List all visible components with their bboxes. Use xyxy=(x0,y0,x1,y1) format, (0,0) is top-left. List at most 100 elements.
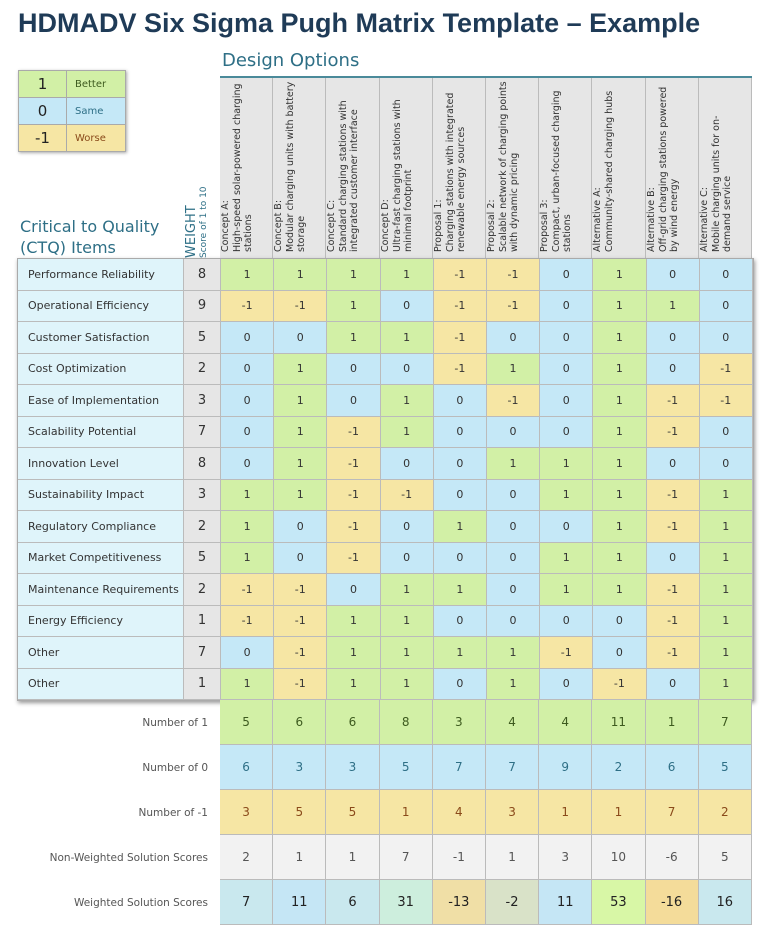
weight-cell[interactable]: 7 xyxy=(184,416,221,448)
score-cell[interactable]: 1 xyxy=(593,574,647,606)
score-cell[interactable]: 0 xyxy=(540,259,594,291)
score-cell[interactable]: 1 xyxy=(221,511,275,543)
score-cell[interactable]: 0 xyxy=(221,385,275,417)
score-cell[interactable]: 0 xyxy=(646,259,700,291)
weight-cell[interactable]: 5 xyxy=(184,322,221,354)
score-cell[interactable]: -1 xyxy=(327,479,381,511)
score-cell[interactable]: 1 xyxy=(593,416,647,448)
score-cell[interactable]: 1 xyxy=(593,385,647,417)
score-cell[interactable]: 1 xyxy=(593,259,647,291)
score-cell[interactable]: 1 xyxy=(380,637,434,669)
score-cell[interactable]: -1 xyxy=(646,416,700,448)
score-cell[interactable]: 1 xyxy=(593,322,647,354)
score-cell[interactable]: -1 xyxy=(433,290,487,322)
score-cell[interactable]: 1 xyxy=(221,259,275,291)
weight-cell[interactable]: 3 xyxy=(184,385,221,417)
score-cell[interactable]: 1 xyxy=(380,668,434,700)
score-cell[interactable]: 0 xyxy=(486,416,541,448)
score-cell[interactable]: 0 xyxy=(433,542,487,574)
score-cell[interactable]: 0 xyxy=(433,416,487,448)
score-cell[interactable]: 1 xyxy=(380,605,434,637)
score-cell[interactable]: 0 xyxy=(486,322,541,354)
score-cell[interactable]: 1 xyxy=(699,668,753,700)
score-cell[interactable]: 1 xyxy=(327,290,381,322)
score-cell[interactable]: -1 xyxy=(274,637,328,669)
score-cell[interactable]: -1 xyxy=(274,574,328,606)
score-cell[interactable]: 0 xyxy=(540,385,594,417)
score-cell[interactable]: -1 xyxy=(486,290,541,322)
score-cell[interactable]: 0 xyxy=(540,322,594,354)
score-cell[interactable]: 0 xyxy=(380,542,434,574)
score-cell[interactable]: 0 xyxy=(486,479,541,511)
score-cell[interactable]: 1 xyxy=(593,448,647,480)
score-cell[interactable]: 0 xyxy=(274,511,328,543)
score-cell[interactable]: 0 xyxy=(646,542,700,574)
score-cell[interactable]: 1 xyxy=(593,479,647,511)
weight-cell[interactable]: 8 xyxy=(184,259,221,291)
score-cell[interactable]: -1 xyxy=(327,448,381,480)
score-cell[interactable]: 0 xyxy=(433,605,487,637)
score-cell[interactable]: 1 xyxy=(327,605,381,637)
score-cell[interactable]: 1 xyxy=(486,353,541,385)
score-cell[interactable]: 1 xyxy=(327,322,381,354)
score-cell[interactable]: 1 xyxy=(433,511,487,543)
score-cell[interactable]: -1 xyxy=(646,574,700,606)
score-cell[interactable]: 0 xyxy=(699,322,753,354)
score-cell[interactable]: 0 xyxy=(433,385,487,417)
score-cell[interactable]: 0 xyxy=(540,511,594,543)
score-cell[interactable]: 1 xyxy=(433,574,487,606)
score-cell[interactable]: 0 xyxy=(380,511,434,543)
score-cell[interactable]: -1 xyxy=(433,322,487,354)
score-cell[interactable]: 0 xyxy=(221,448,275,480)
score-cell[interactable]: 1 xyxy=(274,353,328,385)
score-cell[interactable]: 1 xyxy=(699,542,753,574)
score-cell[interactable]: 0 xyxy=(486,605,541,637)
score-cell[interactable]: 1 xyxy=(380,574,434,606)
score-cell[interactable]: -1 xyxy=(540,637,594,669)
score-cell[interactable]: -1 xyxy=(646,511,700,543)
weight-cell[interactable]: 5 xyxy=(184,542,221,574)
score-cell[interactable]: 1 xyxy=(380,416,434,448)
weight-cell[interactable]: 9 xyxy=(184,290,221,322)
score-cell[interactable]: 0 xyxy=(486,542,541,574)
score-cell[interactable]: 0 xyxy=(274,542,328,574)
score-cell[interactable]: 1 xyxy=(380,259,434,291)
score-cell[interactable]: -1 xyxy=(646,637,700,669)
score-cell[interactable]: 0 xyxy=(646,322,700,354)
score-cell[interactable]: 1 xyxy=(699,637,753,669)
score-cell[interactable]: 1 xyxy=(593,290,647,322)
score-cell[interactable]: 0 xyxy=(274,322,328,354)
score-cell[interactable]: -1 xyxy=(380,479,434,511)
score-cell[interactable]: 0 xyxy=(699,416,753,448)
score-cell[interactable]: 1 xyxy=(699,574,753,606)
score-cell[interactable]: 1 xyxy=(540,542,594,574)
score-cell[interactable]: -1 xyxy=(699,385,753,417)
score-cell[interactable]: -1 xyxy=(646,479,700,511)
score-cell[interactable]: 0 xyxy=(699,259,753,291)
score-cell[interactable]: -1 xyxy=(221,605,275,637)
score-cell[interactable]: 1 xyxy=(486,637,541,669)
score-cell[interactable]: 0 xyxy=(380,353,434,385)
score-cell[interactable]: 1 xyxy=(486,668,541,700)
score-cell[interactable]: 1 xyxy=(327,668,381,700)
score-cell[interactable]: 0 xyxy=(380,448,434,480)
score-cell[interactable]: -1 xyxy=(327,542,381,574)
score-cell[interactable]: 0 xyxy=(433,668,487,700)
score-cell[interactable]: 0 xyxy=(699,290,753,322)
weight-cell[interactable]: 1 xyxy=(184,605,221,637)
score-cell[interactable]: -1 xyxy=(699,353,753,385)
score-cell[interactable]: 0 xyxy=(540,668,594,700)
score-cell[interactable]: 0 xyxy=(540,605,594,637)
score-cell[interactable]: 0 xyxy=(221,637,275,669)
score-cell[interactable]: 1 xyxy=(433,637,487,669)
score-cell[interactable]: 1 xyxy=(593,542,647,574)
score-cell[interactable]: 1 xyxy=(593,353,647,385)
score-cell[interactable]: -1 xyxy=(646,385,700,417)
score-cell[interactable]: 1 xyxy=(274,416,328,448)
weight-cell[interactable]: 1 xyxy=(184,668,221,700)
score-cell[interactable]: 1 xyxy=(274,479,328,511)
score-cell[interactable]: 1 xyxy=(380,385,434,417)
score-cell[interactable]: 1 xyxy=(699,511,753,543)
score-cell[interactable]: 0 xyxy=(221,353,275,385)
score-cell[interactable]: 1 xyxy=(274,259,328,291)
